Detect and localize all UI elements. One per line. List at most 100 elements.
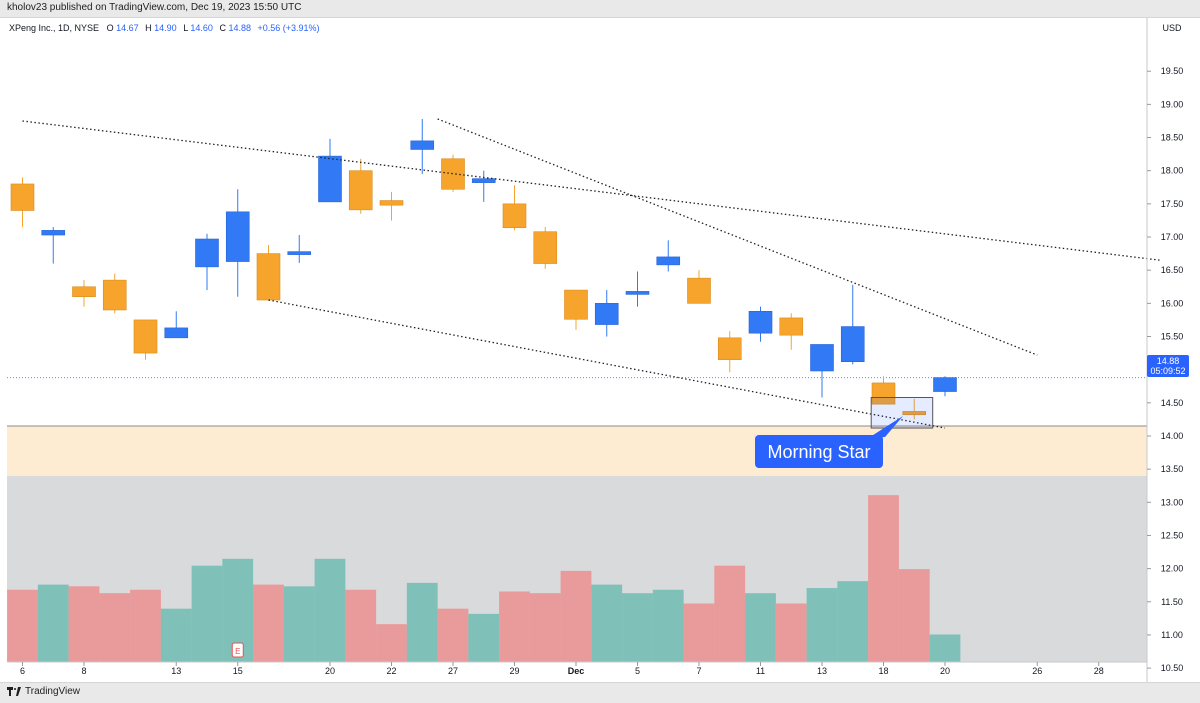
publish-info: kholov23 published on TradingView.com, D… [7,2,302,13]
price-tag-countdown: 05:09:52 [1150,366,1185,376]
candle-body-19 [594,303,619,325]
candle-body-16 [502,203,527,229]
legend-change: +0.56 (+3.91%) [258,23,320,33]
candle-body-22 [687,277,711,304]
candle-body-1 [41,230,66,236]
volume-bar-6 [191,565,223,662]
legend-symbol: XPeng Inc., 1D, NYSE [9,23,99,33]
candle-body-10 [318,155,342,203]
trendlines-layer [22,118,1161,429]
volume-bar-15 [468,613,500,662]
candles-layer [10,118,957,420]
tradingview-brand: TradingView [25,686,81,697]
legend-c-label: C [219,23,226,33]
currency-label: USD [1162,23,1182,33]
time-tick-label: 27 [448,666,458,676]
price-tag-bg [1147,355,1189,377]
candle-body-11 [348,170,373,211]
legend-open: 14.67 [116,23,139,33]
time-tick-label: 18 [878,666,888,676]
volume-bar-14 [437,608,469,662]
time-tick-label: 13 [817,666,827,676]
candle-body-23 [717,337,742,361]
volume-bar-30 [929,634,961,662]
volume-bar-5 [160,608,192,662]
price-tick-label: 14.50 [1161,398,1184,408]
candle-body-27 [840,326,865,363]
candle-body-8 [256,253,281,301]
tradingview-logo-icon [7,687,21,696]
time-tick-label: 20 [325,666,335,676]
volume-bar-29 [898,569,930,662]
volume-bar-18 [560,570,592,662]
time-tick-label: 13 [171,666,181,676]
candle-body-30 [933,377,957,392]
volume-bar-22 [683,603,715,662]
candle-body-24 [748,310,773,334]
candle-body-6 [195,238,219,268]
price-tick-label: 17.00 [1161,232,1184,242]
time-axis: 6 8 13 15 20 22 27 29 Dec 5 7 11 13 18 20 26 28 E [7,642,1147,676]
price-tick-label: 16.00 [1161,298,1184,308]
time-tick-label: 22 [386,666,396,676]
legend-o-label: O [107,23,114,33]
volume-bar-8 [253,584,284,662]
callout-box [755,435,883,468]
volume-bar-25 [775,603,807,662]
price-tick-label: 15.50 [1161,332,1184,342]
volume-bar-28 [868,495,899,662]
volume-bar-3 [99,593,131,662]
time-tick-label: 29 [509,666,519,676]
time-tick-label: 15 [233,666,243,676]
time-tick-label: 26 [1032,666,1042,676]
candle-body-25 [779,317,804,336]
callout-pointer [870,416,903,437]
volume-bar-11 [345,589,377,662]
price-tick-label: 12.50 [1161,530,1184,540]
price-tick-label: 10.50 [1161,663,1184,673]
candle-body-21 [656,256,681,266]
footer-bar: TradingView [0,682,1200,703]
tradingview-logo: TradingView [7,686,80,697]
price-tick-label: 19.50 [1161,66,1184,76]
time-tick-label: 28 [1094,666,1104,676]
candle-body-17 [533,231,558,264]
volume-bar-19 [591,584,623,662]
price-tick-label: 17.50 [1161,199,1184,209]
price-tick-label: 16.50 [1161,265,1184,275]
legend-h-label: H [145,23,152,33]
volume-bar-24 [745,593,776,662]
time-tick-label: 7 [696,666,701,676]
price-tick-label: 11.00 [1161,630,1183,640]
candle-body-29 [902,411,927,416]
publish-bar: kholov23 published on TradingView.com, D… [0,0,1200,18]
candle-body-4 [133,319,158,354]
morning-star-callout[interactable]: Morning Star [755,416,903,468]
volume-bar-13 [406,582,438,662]
svg-text:XPeng Inc., 1D, NYSE O: XPeng Inc., 1D, NYSE O 14.67 H 14.90 L 1… [9,23,320,33]
candle-body-20 [625,291,650,295]
candle-body-7 [225,211,250,262]
candle-body-13 [410,140,435,150]
volume-bar-2 [68,586,100,662]
price-tick-label: 18.50 [1161,133,1184,143]
candle-body-14 [441,158,465,190]
time-tick-label: 8 [81,666,86,676]
volume-bar-0 [7,589,38,662]
legend-high: 14.90 [154,23,177,33]
volume-bar-9 [283,586,315,662]
price-tick-label: 11.50 [1161,597,1183,607]
time-tick-label: Dec [568,666,585,676]
trendline-1 [268,299,946,429]
volume-bar-1 [37,584,69,662]
price-tag: 14.88 05:09:52 [1147,355,1189,377]
volume-bar-26 [806,588,838,662]
candle-body-2 [72,286,96,298]
candle-body-0 [10,183,35,211]
trendline-0 [22,120,1161,261]
earnings-icon-letter: E [235,647,240,656]
candle-body-26 [810,344,834,372]
legend-low: 14.60 [190,23,213,33]
